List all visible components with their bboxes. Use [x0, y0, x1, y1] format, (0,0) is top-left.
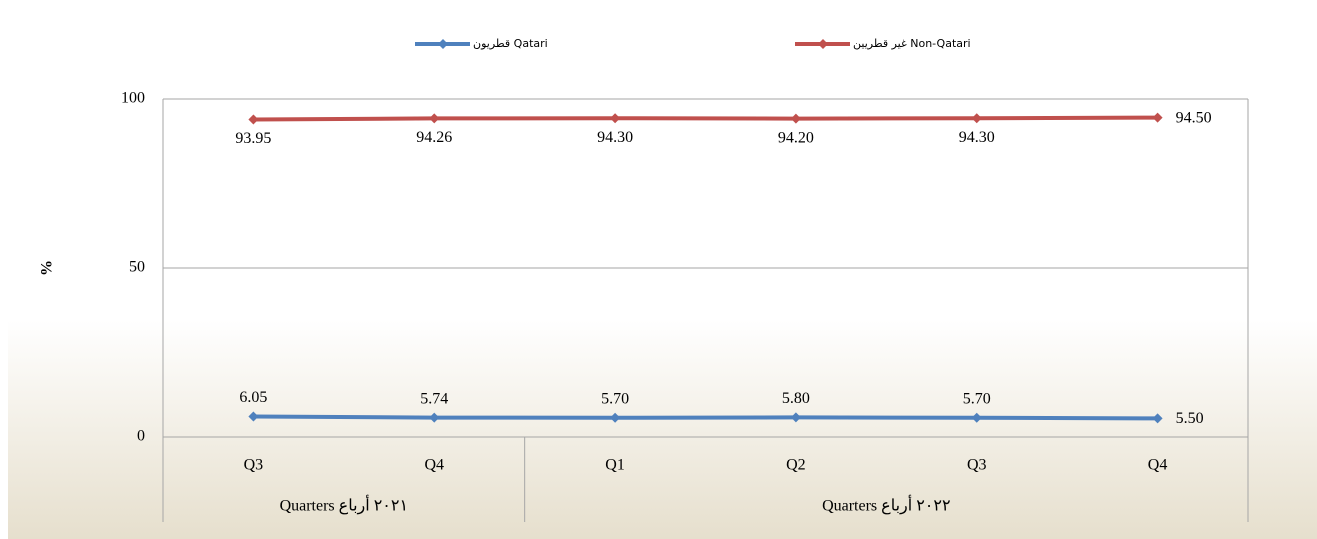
- data-point: [248, 411, 259, 422]
- data-point: [1152, 413, 1163, 424]
- data-label: 5.50: [1176, 410, 1204, 427]
- data-point: [790, 113, 801, 124]
- data-point: [1152, 112, 1163, 123]
- legend-marker: [438, 39, 448, 49]
- x-group-label: Quarters ٢٠٢١ أرباع: [280, 495, 409, 515]
- data-label: 94.30: [597, 129, 633, 146]
- data-label: 5.80: [782, 390, 810, 407]
- y-axis-label: %: [39, 260, 56, 276]
- legend-label: قطريون Qatari: [473, 37, 548, 50]
- data-point: [429, 113, 440, 124]
- data-point: [790, 412, 801, 423]
- data-label: 5.74: [420, 390, 448, 407]
- data-point: [971, 412, 982, 423]
- x-tick-label: Q4: [424, 457, 444, 474]
- series-line: [253, 414, 1158, 421]
- data-label: 94.20: [778, 129, 814, 146]
- x-tick-label: Q3: [244, 457, 264, 474]
- data-label: 94.26: [416, 129, 452, 146]
- x-tick-label: Q2: [786, 457, 806, 474]
- legend-marker: [818, 39, 828, 49]
- x-tick-label: Q1: [605, 457, 625, 474]
- x-tick-label: Q3: [967, 457, 987, 474]
- data-point: [248, 114, 259, 125]
- y-tick-label: 0: [137, 428, 145, 445]
- series-line: [253, 115, 1158, 122]
- data-label: 5.70: [601, 390, 629, 407]
- data-label: 93.95: [235, 130, 271, 147]
- data-label: 5.70: [963, 390, 991, 407]
- data-point: [971, 113, 982, 124]
- data-point: [610, 113, 621, 124]
- legend-label: غير قطريين Non-Qatari: [853, 37, 971, 50]
- y-tick-label: 50: [129, 259, 145, 276]
- data-label: 94.50: [1176, 109, 1212, 126]
- data-label: 94.30: [959, 129, 995, 146]
- data-point: [610, 412, 621, 423]
- data-point: [429, 412, 440, 423]
- data-label: 6.05: [239, 389, 267, 406]
- background: [8, 320, 1317, 539]
- x-tick-label: Q4: [1148, 457, 1168, 474]
- x-group-label: Quarters ٢٠٢٢ أرباع: [822, 495, 951, 515]
- y-tick-label: 100: [121, 90, 145, 107]
